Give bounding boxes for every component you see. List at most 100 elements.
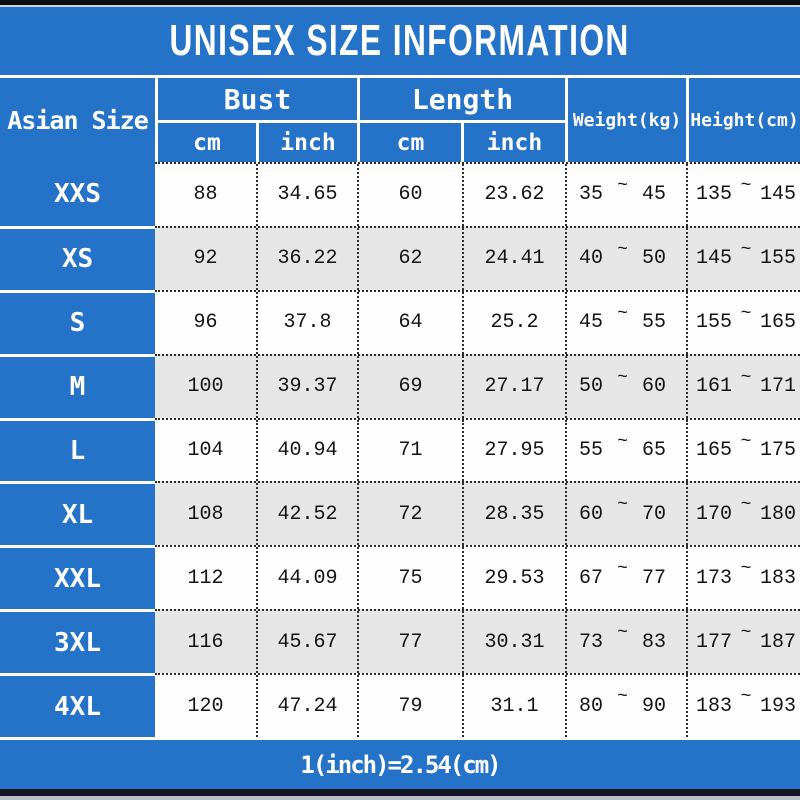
height-min: 161 <box>696 375 733 399</box>
column-group-bust-label: Bust <box>158 78 357 123</box>
title-band: UNISEX SIZE INFORMATION <box>0 7 800 75</box>
height-max: 193 <box>759 694 796 718</box>
cell-length-inch: 23.62 <box>462 164 565 226</box>
size-label: XS <box>0 225 155 290</box>
tilde-symbol: ~ <box>740 623 752 644</box>
cell-weight-range: 67 ~77 <box>565 547 686 610</box>
table-row: XXS 88 34.65 60 23.62 35 ~45 135 ~145 <box>0 162 800 226</box>
row-data-cells: 104 40.94 71 27.95 55 ~65 165 ~175 <box>155 417 800 482</box>
column-header-length-inch: inch <box>461 123 565 162</box>
cell-length-cm: 77 <box>357 611 462 674</box>
top-border-bar <box>0 0 800 5</box>
table-header: Asian Size Bust cm inch Length cm inch W… <box>0 78 800 162</box>
tilde-symbol: ~ <box>617 239 628 260</box>
cell-length-inch: 24.41 <box>462 227 565 290</box>
cell-bust-inch: 45.67 <box>256 611 357 674</box>
height-max: 165 <box>759 311 796 335</box>
weight-max: 45 <box>641 183 666 207</box>
cell-length-cm: 79 <box>357 675 462 738</box>
column-header-bust-cm: cm <box>193 129 221 156</box>
column-header-asian-size: Asian Size <box>7 105 149 135</box>
cell-bust-inch: 47.24 <box>256 675 357 738</box>
cell-bust-cm: 120 <box>187 694 224 718</box>
tilde-symbol: ~ <box>617 303 628 324</box>
tilde-symbol: ~ <box>740 175 752 196</box>
tilde-symbol: ~ <box>740 559 752 580</box>
tilde-symbol: ~ <box>740 431 752 452</box>
cell-bust-cm: 104 <box>187 439 224 462</box>
cell-weight-range: 55 ~65 <box>565 419 686 482</box>
height-min: 155 <box>696 311 733 335</box>
tilde-symbol: ~ <box>617 687 628 708</box>
row-data-cells: 100 39.37 69 27.17 50 ~60 161 ~171 <box>155 353 800 418</box>
weight-max: 83 <box>641 630 666 654</box>
table-row: 4XL 120 47.24 79 31.1 80 ~90 183 ~193 <box>0 673 800 738</box>
tilde-symbol: ~ <box>617 367 628 388</box>
height-min: 183 <box>696 694 733 718</box>
cell-bust-cm: 116 <box>187 630 224 654</box>
tilde-symbol: ~ <box>740 303 752 324</box>
cell-height-range: 135 ~145 <box>686 164 800 226</box>
conversion-note: 1(inch)=2.54(cm) <box>300 750 501 779</box>
size-label: M <box>0 353 155 418</box>
cell-weight-range: 40 ~50 <box>565 227 686 290</box>
row-data-cells: 116 45.67 77 30.31 73 ~83 177 ~187 <box>155 609 800 674</box>
size-label: L <box>0 417 155 482</box>
height-max: 180 <box>759 502 796 526</box>
row-data-cells: 112 44.09 75 29.53 67 ~77 173 ~183 <box>155 545 800 610</box>
height-min: 173 <box>696 566 733 590</box>
height-max: 145 <box>759 183 796 207</box>
weight-max: 50 <box>641 247 666 271</box>
table-body: XXS 88 34.65 60 23.62 35 ~45 135 ~145 XS 9… <box>0 162 800 738</box>
cell-height-range: 161 ~171 <box>686 355 800 418</box>
cell-length-cm: 62 <box>357 227 462 290</box>
weight-max: 77 <box>641 566 666 590</box>
cell-bust-cm: 112 <box>187 566 224 590</box>
weight-max: 60 <box>641 375 666 399</box>
cell-weight-range: 50 ~60 <box>565 355 686 418</box>
cell-height-range: 183 ~193 <box>686 675 800 738</box>
table-row: XS 92 36.22 62 24.41 40 ~50 145 ~155 <box>0 225 800 290</box>
cell-bust-inch: 36.22 <box>256 227 357 290</box>
cell-length-inch: 31.1 <box>462 675 565 738</box>
height-min: 135 <box>696 183 733 207</box>
column-header-weight: Weight(kg) <box>565 78 686 162</box>
height-max: 183 <box>759 566 796 590</box>
size-label: 3XL <box>0 609 155 674</box>
bottom-border-bar <box>0 789 800 796</box>
size-label: XXS <box>0 162 155 226</box>
column-group-length-label: Length <box>360 78 565 123</box>
cell-height-range: 155 ~165 <box>686 291 800 354</box>
weight-min: 40 <box>579 247 604 271</box>
row-data-cells: 96 37.8 64 25.2 45 ~55 155 ~165 <box>155 289 800 354</box>
cell-length-inch: 27.17 <box>462 355 565 418</box>
weight-min: 60 <box>579 502 604 526</box>
row-data-cells: 108 42.52 72 28.35 60 ~70 170 ~180 <box>155 481 800 546</box>
weight-min: 55 <box>579 439 604 462</box>
height-max: 187 <box>759 630 796 654</box>
tilde-symbol: ~ <box>740 367 752 388</box>
top-border-strip <box>0 5 800 7</box>
height-max: 171 <box>759 375 796 399</box>
cell-bust-cm: 92 <box>193 247 218 271</box>
cell-height-range: 173 ~183 <box>686 547 800 610</box>
column-header-bust-inch: inch <box>256 123 357 162</box>
cell-bust-inch: 44.09 <box>256 547 357 610</box>
tilde-symbol: ~ <box>740 687 752 708</box>
tilde-symbol: ~ <box>617 431 628 452</box>
cell-bust-inch: 39.37 <box>256 355 357 418</box>
cell-length-cm: 72 <box>357 483 462 546</box>
tilde-symbol: ~ <box>617 495 628 516</box>
height-min: 170 <box>696 502 733 526</box>
cell-bust-inch: 34.65 <box>256 164 357 226</box>
cell-weight-range: 60 ~70 <box>565 483 686 546</box>
row-data-cells: 120 47.24 79 31.1 80 ~90 183 ~193 <box>155 673 800 738</box>
cell-weight-range: 73 ~83 <box>565 611 686 674</box>
cell-bust-cm: 100 <box>187 375 224 399</box>
weight-min: 50 <box>579 375 604 399</box>
table-row: 3XL 116 45.67 77 30.31 73 ~83 177 ~187 <box>0 609 800 674</box>
cell-length-cm: 75 <box>357 547 462 610</box>
title-divider <box>0 75 800 78</box>
weight-max: 70 <box>641 502 666 526</box>
cell-height-range: 177 ~187 <box>686 611 800 674</box>
